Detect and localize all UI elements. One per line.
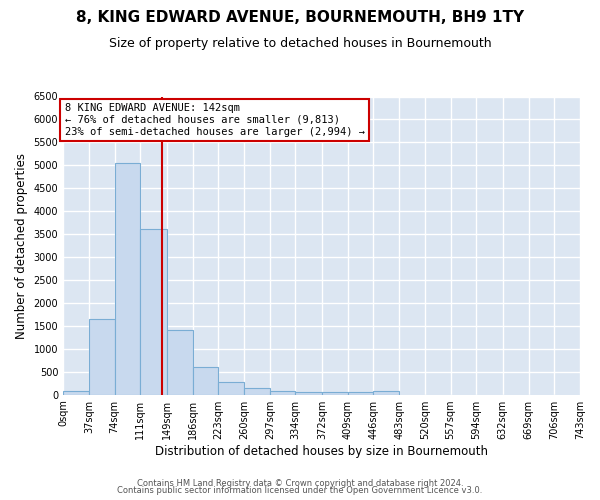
Text: Contains public sector information licensed under the Open Government Licence v3: Contains public sector information licen… (118, 486, 482, 495)
Bar (218, 382, 244, 394)
Bar (244, 388, 270, 394)
Bar (347, 392, 373, 394)
Bar (193, 367, 218, 394)
Bar (322, 392, 347, 394)
Text: Contains HM Land Registry data © Crown copyright and database right 2024.: Contains HM Land Registry data © Crown c… (137, 478, 463, 488)
Bar (270, 391, 295, 394)
Bar (63, 391, 89, 394)
Y-axis label: Number of detached properties: Number of detached properties (15, 152, 28, 338)
X-axis label: Distribution of detached houses by size in Bournemouth: Distribution of detached houses by size … (155, 444, 488, 458)
Bar (140, 230, 167, 394)
Text: 8, KING EDWARD AVENUE, BOURNEMOUTH, BH9 1TY: 8, KING EDWARD AVENUE, BOURNEMOUTH, BH9 … (76, 10, 524, 25)
Text: 8 KING EDWARD AVENUE: 142sqm
← 76% of detached houses are smaller (9,813)
23% of: 8 KING EDWARD AVENUE: 142sqm ← 76% of de… (65, 104, 365, 136)
Bar (295, 392, 322, 394)
Bar (115, 163, 140, 394)
Bar (167, 330, 193, 394)
Text: Size of property relative to detached houses in Bournemouth: Size of property relative to detached ho… (109, 38, 491, 51)
Bar (89, 319, 115, 394)
Bar (373, 391, 399, 394)
